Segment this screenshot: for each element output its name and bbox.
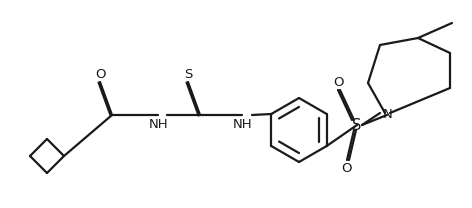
Text: O: O bbox=[95, 68, 105, 80]
Text: O: O bbox=[333, 76, 343, 88]
Text: N: N bbox=[383, 108, 393, 120]
Text: O: O bbox=[342, 161, 352, 175]
Text: NH: NH bbox=[233, 119, 253, 131]
Text: NH: NH bbox=[149, 119, 169, 131]
Text: S: S bbox=[184, 68, 192, 80]
Text: S: S bbox=[352, 118, 362, 132]
